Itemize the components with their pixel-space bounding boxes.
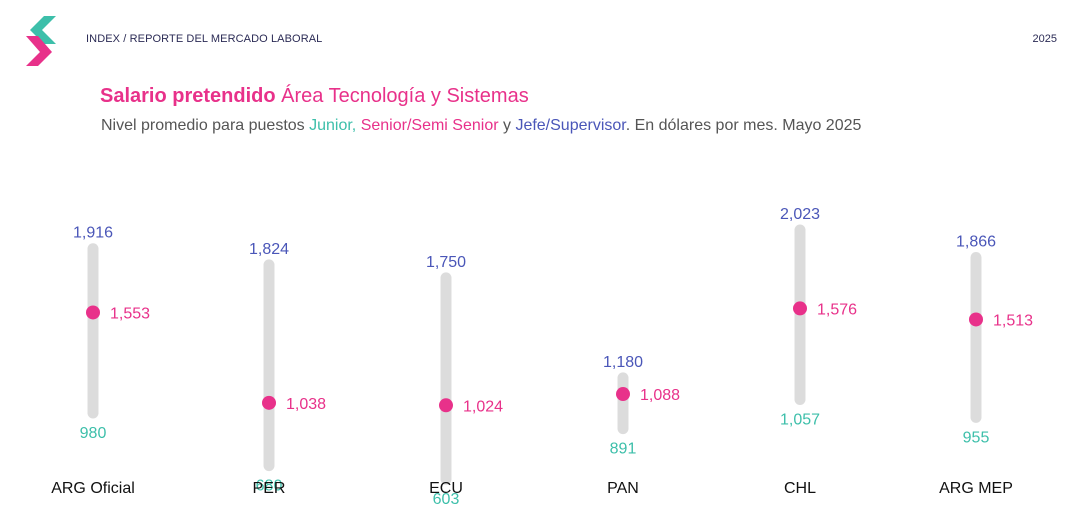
junior-value-label: 603 [433, 491, 460, 508]
category-label: ARG Oficial [51, 480, 135, 497]
index-logo-icon [26, 16, 56, 66]
subtitle-junior: Junior, [309, 117, 357, 134]
subtitle-suffix: . En dólares por mes. Mayo 2025 [625, 117, 862, 134]
senior-point [793, 301, 807, 316]
chart-subtitle: Nivel promedio para puestos Junior, Seni… [101, 117, 861, 135]
junior-value-label: 955 [963, 429, 990, 446]
senior-point [969, 312, 983, 327]
subtitle-prefix: Nivel promedio para puestos [101, 117, 310, 134]
senior-value-label: 1,553 [110, 305, 150, 322]
subtitle-jefe: Jefe/Supervisor [515, 117, 626, 134]
jefe-value-label: 1,824 [249, 241, 289, 258]
junior-value-label: 980 [80, 425, 107, 442]
jefe-value-label: 1,866 [956, 234, 996, 251]
junior-value-label: 891 [610, 441, 637, 458]
senior-value-label: 1,088 [640, 387, 680, 404]
category-label: ECU [429, 480, 463, 497]
junior-value-label: 680 [256, 478, 283, 495]
jefe-value-label: 1,180 [603, 354, 643, 371]
senior-point [616, 387, 630, 402]
jefe-value-label: 2,023 [780, 206, 820, 223]
jefe-value-label: 1,750 [426, 254, 466, 271]
category-label: PAN [607, 480, 639, 497]
category-label: CHL [784, 480, 816, 497]
senior-point [86, 305, 100, 320]
senior-value-label: 1,576 [817, 301, 857, 318]
category-label: PER [253, 480, 286, 497]
chart-title: Salario pretendido Área Tecnología y Sis… [100, 85, 529, 108]
senior-value-label: 1,024 [463, 398, 503, 415]
senior-value-label: 1,038 [286, 396, 326, 413]
senior-point [439, 398, 453, 413]
category-label: ARG MEP [939, 480, 1013, 497]
report-year: 2025 [1032, 33, 1057, 45]
senior-point [262, 395, 276, 410]
subtitle-and: y [498, 117, 516, 134]
senior-value-label: 1,513 [993, 312, 1033, 329]
junior-value-label: 1,057 [780, 411, 820, 428]
chart-title-rest: Área Tecnología y Sistemas [281, 85, 529, 107]
subtitle-senior: Senior/Semi Senior [360, 117, 499, 134]
jefe-value-label: 1,916 [73, 225, 113, 242]
chart-title-bold: Salario pretendido [100, 85, 276, 107]
report-header-title: INDEX / REPORTE DEL MERCADO LABORAL [86, 33, 323, 45]
